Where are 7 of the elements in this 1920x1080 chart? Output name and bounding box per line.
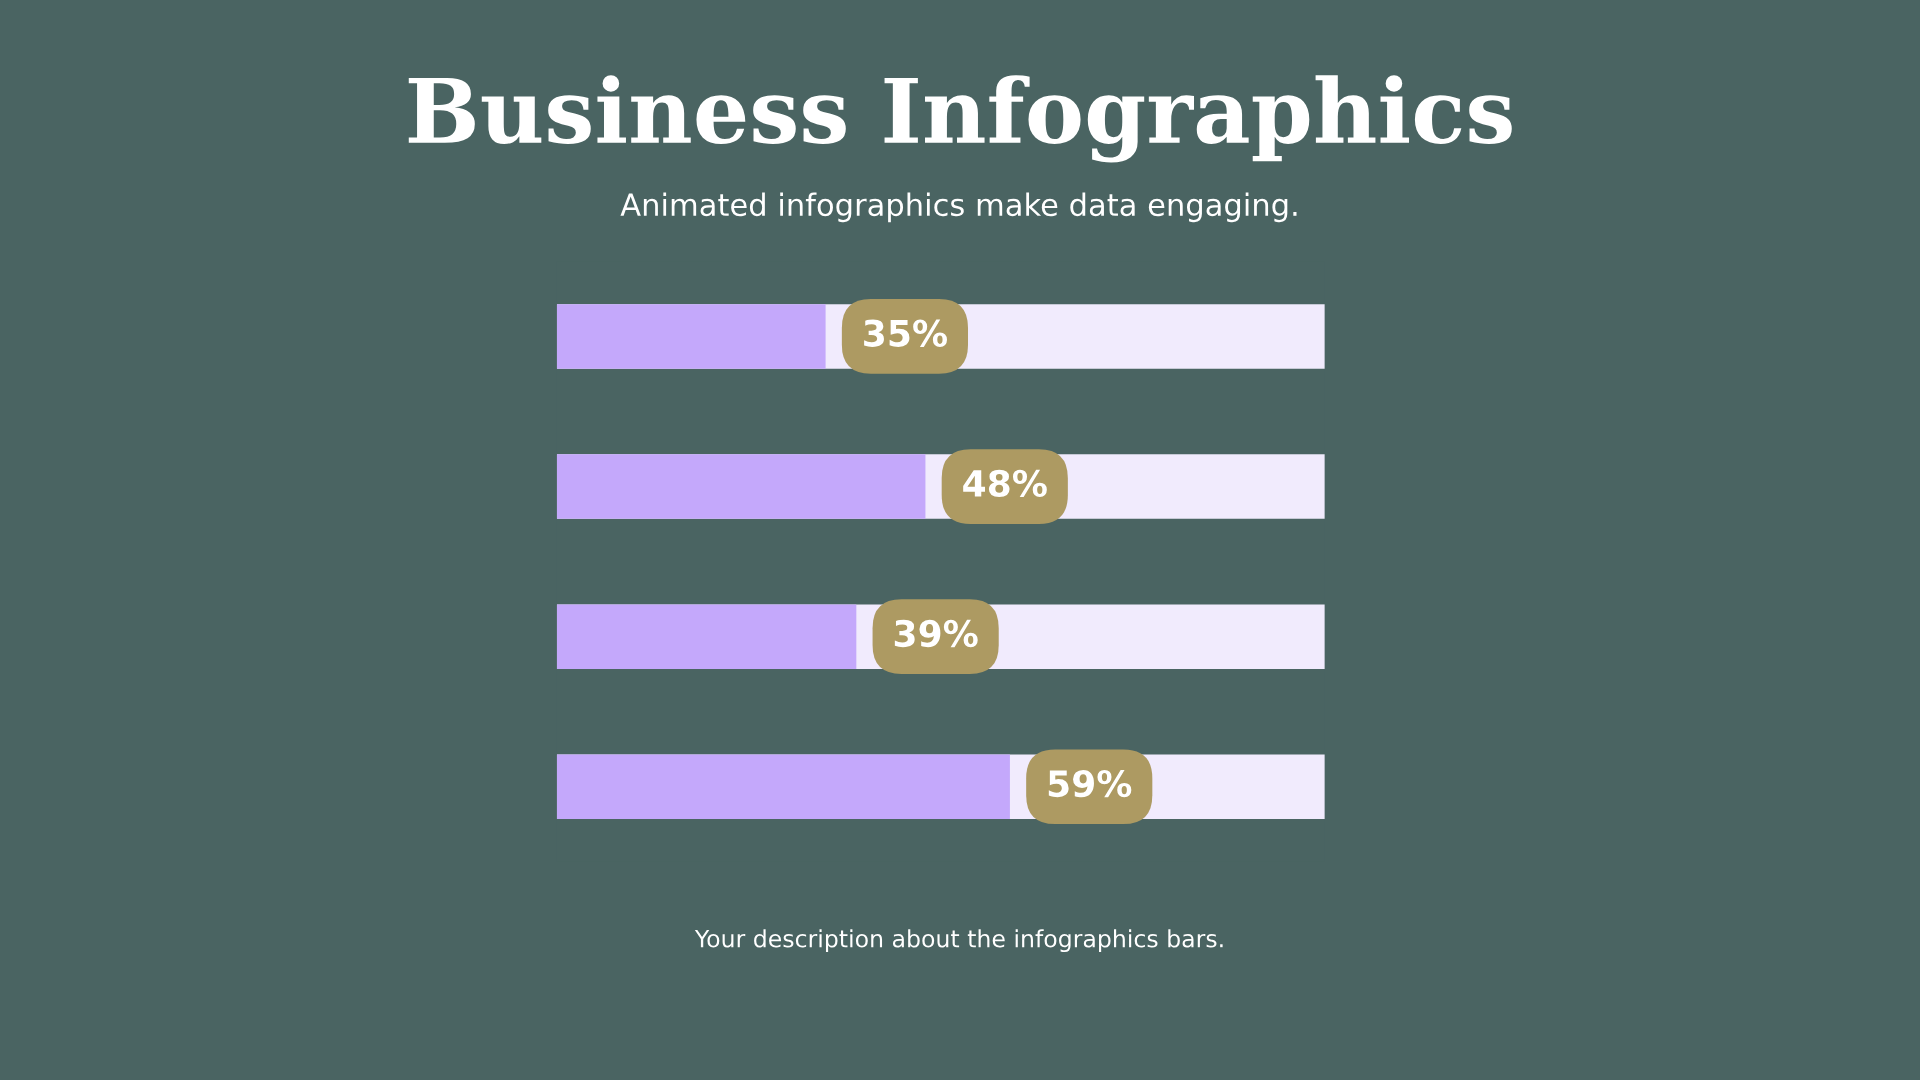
chart-title: Business Infographics bbox=[408, 75, 1512, 163]
data-label: 59% bbox=[1048, 769, 1132, 798]
data-label: 48% bbox=[963, 469, 1047, 498]
text: Your description about the infographics bars. bbox=[694, 929, 1223, 953]
chart-subtitle: Animated infographics make data engaging. bbox=[620, 192, 1297, 223]
data-label: 35% bbox=[864, 319, 947, 347]
data-label: 39% bbox=[894, 619, 978, 648]
